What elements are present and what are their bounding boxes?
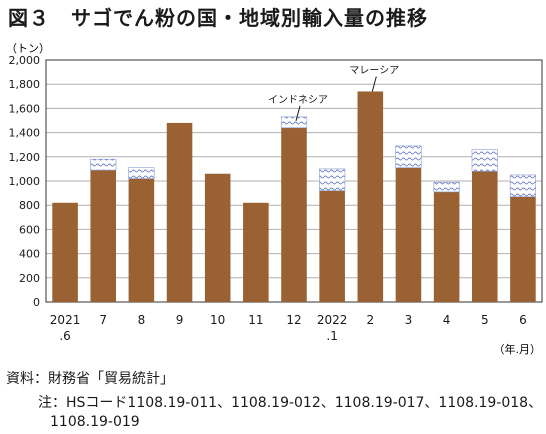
y-axis-ticks: 0 200 400 600 800 1,000 1,200 1,400 1,600 1,800 2,… <box>9 54 41 309</box>
source-note: 資料：財務省「貿易統計」 <box>6 371 174 387</box>
y-tick-label: 1,600 <box>9 102 41 115</box>
bar-indonesia <box>395 145 422 168</box>
bar-indonesia <box>280 116 308 129</box>
bar-chart: （トン） 0 200 400 600 800 1,000 1,200 1,400 1,600 1,… <box>6 42 543 356</box>
y-tick-label: 1,800 <box>9 78 41 91</box>
chart-title: 図３ サゴでん粉の国・地域別輸入量の推移 <box>8 6 428 30</box>
x-tick-label: 4 <box>443 313 451 327</box>
x-tick-label: 3 <box>405 313 413 327</box>
bar-malaysia <box>281 127 307 302</box>
bar-malaysia <box>319 190 345 302</box>
x-tick-label: 9 <box>176 313 184 327</box>
bar-malaysia <box>471 171 498 302</box>
annotation-leader-line <box>371 76 377 92</box>
annotation-label: マレーシア <box>349 65 399 76</box>
x-tick-label: 12 <box>286 313 301 327</box>
footnote-line-1: 注：HSコード1108.19-011、1108.19-012、1108.19-0… <box>38 395 543 411</box>
bar-indonesia <box>509 174 537 198</box>
bar-malaysia <box>357 91 384 303</box>
y-tick-label: 1,000 <box>9 175 41 188</box>
y-tick-label: 2,000 <box>9 54 41 67</box>
x-axis-ticks: 2021 .6 7 8 9 10 11 12 2022 .1 2 3 4 5 6 <box>50 313 527 343</box>
bar-malaysia <box>395 167 422 302</box>
x-tick-label: .1 <box>326 329 337 343</box>
x-tick-label: 2022 <box>317 313 348 327</box>
footnote-line-2: 1108.19-019 <box>50 414 140 430</box>
x-axis-unit-label: （年.月） <box>494 342 542 356</box>
bar-malaysia <box>510 196 536 302</box>
bar-indonesia <box>128 167 155 179</box>
bars <box>52 91 537 303</box>
x-tick-label: 2021 <box>50 313 81 327</box>
annotations: インドネシア マレーシア <box>268 65 399 121</box>
y-tick-label: 800 <box>19 199 40 212</box>
y-tick-label: 200 <box>19 272 40 285</box>
x-tick-label: 5 <box>481 313 489 327</box>
y-tick-label: 1,400 <box>9 127 41 140</box>
bar-malaysia <box>433 191 460 302</box>
bar-indonesia <box>471 149 498 172</box>
bar-indonesia <box>319 168 346 191</box>
x-tick-label: 2 <box>366 313 374 327</box>
bar-malaysia <box>52 202 78 302</box>
x-tick-label: 11 <box>248 313 263 327</box>
bar-malaysia <box>243 202 269 302</box>
annotation-label: インドネシア <box>268 94 328 106</box>
bar-malaysia <box>166 122 193 302</box>
y-tick-label: 600 <box>19 223 40 236</box>
bar-malaysia <box>90 170 117 302</box>
x-tick-label: 6 <box>519 313 527 327</box>
x-tick-label: 7 <box>99 313 107 327</box>
x-tick-label: 10 <box>210 313 225 327</box>
x-tick-label: .6 <box>59 329 70 343</box>
bar-indonesia <box>90 158 117 171</box>
y-tick-label: 0 <box>33 296 40 309</box>
y-axis-unit-label: （トン） <box>6 42 50 55</box>
annotation-leader-line <box>295 105 301 121</box>
y-tick-label: 400 <box>19 248 40 261</box>
bar-malaysia <box>128 178 155 302</box>
bar-indonesia <box>433 181 460 193</box>
y-tick-label: 1,200 <box>9 151 41 164</box>
x-tick-label: 8 <box>138 313 146 327</box>
bar-malaysia <box>204 173 231 302</box>
